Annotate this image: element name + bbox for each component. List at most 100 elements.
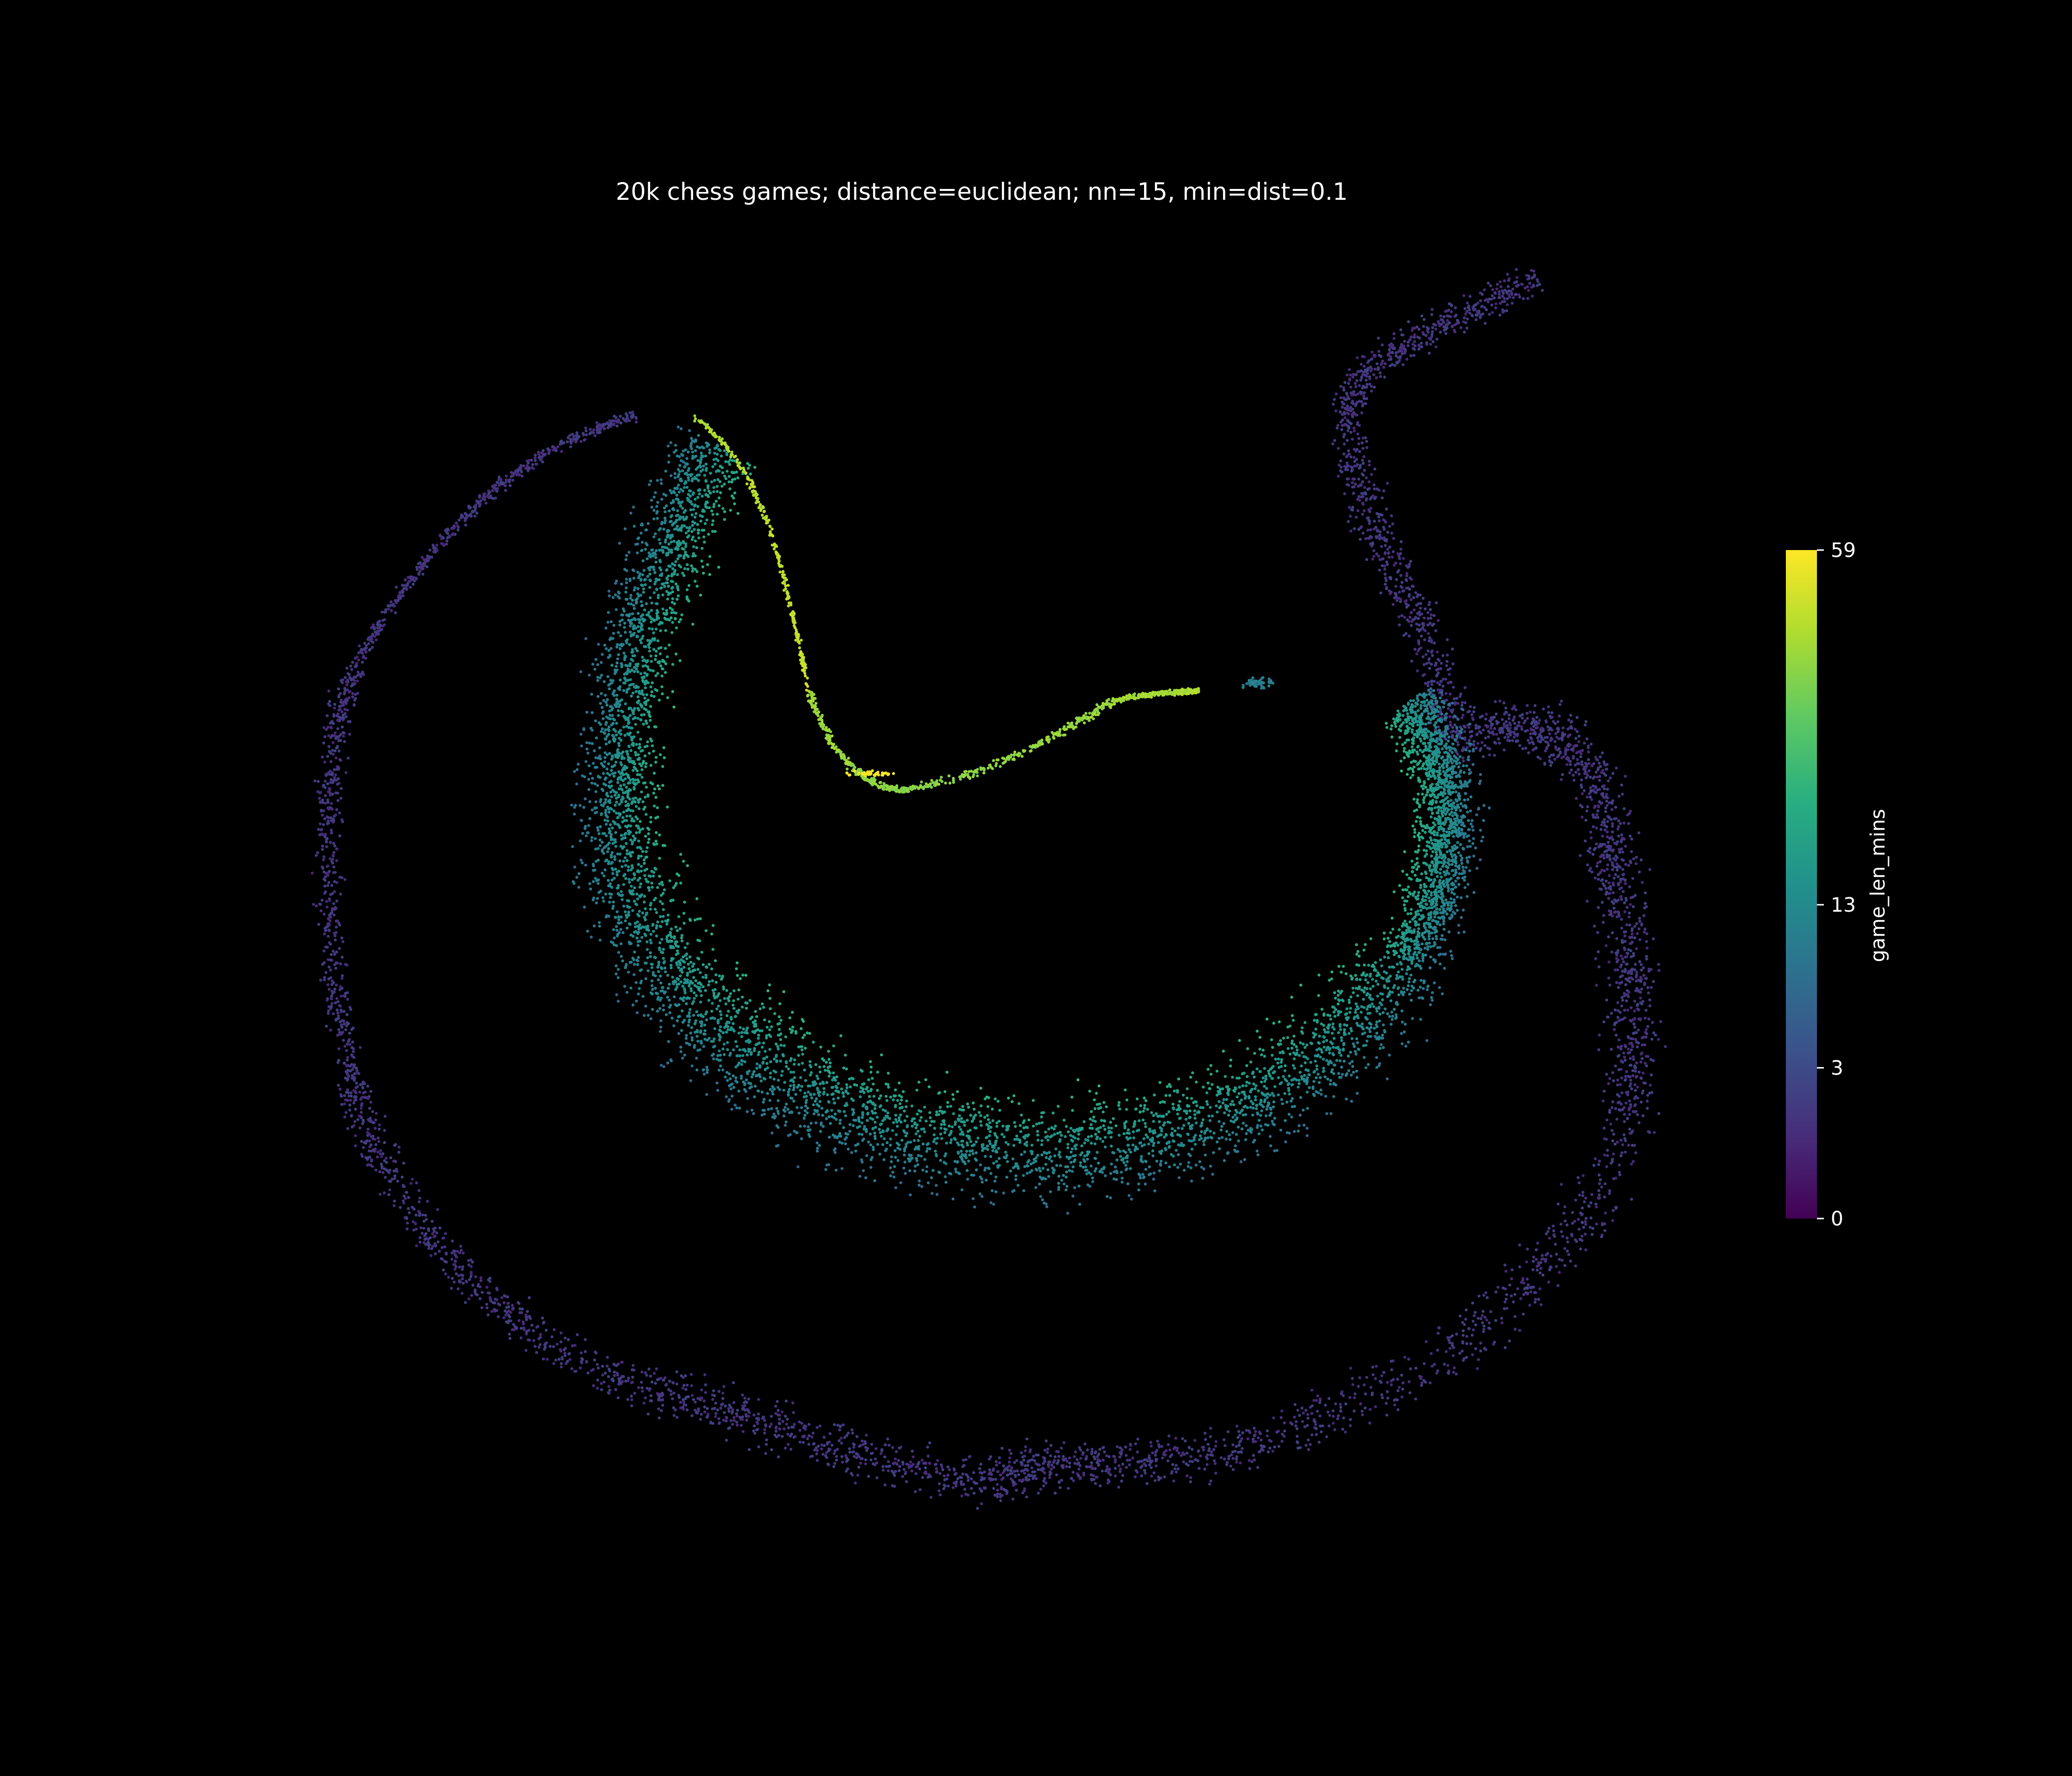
- scatter-point: [1030, 1466, 1034, 1470]
- scatter-point: [1077, 1474, 1080, 1478]
- scatter-point: [1377, 555, 1380, 558]
- scatter-point: [1383, 567, 1387, 571]
- scatter-point: [1475, 733, 1479, 736]
- scatter-point: [533, 456, 537, 460]
- scatter-point: [838, 1439, 841, 1443]
- scatter-point: [1601, 1221, 1604, 1225]
- scatter-point: [387, 1193, 391, 1196]
- scatter-point: [1503, 1307, 1506, 1310]
- scatter-point: [1559, 1183, 1563, 1186]
- scatter-point: [711, 1422, 715, 1425]
- scatter-point: [1378, 530, 1382, 533]
- scatter-point: [1610, 1129, 1614, 1132]
- scatter-point: [1552, 753, 1555, 756]
- scatter-point: [374, 1118, 377, 1122]
- scatter-point: [1352, 1409, 1356, 1413]
- scatter-point: [929, 1475, 932, 1479]
- scatter-point: [1395, 596, 1398, 599]
- scatter-point: [1452, 686, 1455, 689]
- scatter-point: [1136, 1450, 1139, 1454]
- scatter-point: [467, 505, 471, 508]
- scatter-point: [1526, 729, 1529, 732]
- scatter-point: [1398, 556, 1402, 560]
- scatter-point: [1539, 1267, 1543, 1270]
- scatter-point: [801, 1435, 804, 1439]
- scatter-point: [1592, 788, 1595, 791]
- scatter-point: [489, 1298, 492, 1301]
- scatter-point: [1504, 1346, 1507, 1349]
- scatter-point: [1345, 461, 1349, 465]
- scatter-point: [649, 1374, 652, 1378]
- scatter-point: [988, 1468, 992, 1472]
- scatter-point: [321, 798, 324, 802]
- scatter-point: [1430, 313, 1434, 316]
- scatter-point: [1639, 963, 1643, 966]
- scatter-point: [704, 1383, 707, 1386]
- scatter-point: [1445, 664, 1448, 667]
- scatter-point: [1463, 331, 1466, 334]
- scatter-point: [340, 710, 344, 713]
- scatter-point: [917, 1461, 921, 1464]
- scatter-point: [379, 1149, 382, 1152]
- scatter-point: [941, 1468, 945, 1472]
- scatter-point: [885, 1465, 888, 1468]
- scatter-point: [1339, 420, 1343, 424]
- scatter-point: [880, 1448, 884, 1451]
- scatter-point: [567, 1352, 570, 1356]
- scatter-point: [743, 1397, 746, 1400]
- scatter-point: [589, 431, 592, 435]
- scatter-point: [467, 1297, 471, 1300]
- scatter-point: [1413, 335, 1416, 339]
- scatter-point: [1260, 1447, 1263, 1451]
- scatter-point: [1402, 589, 1406, 592]
- scatter-point: [1361, 441, 1364, 444]
- scatter-point: [585, 429, 588, 433]
- scatter-point: [1400, 333, 1404, 336]
- scatter-point: [1605, 793, 1608, 796]
- scatter-point: [1486, 746, 1489, 750]
- scatter-point: [1610, 1047, 1613, 1051]
- scatter-point: [1639, 991, 1642, 994]
- scatter-point: [430, 1247, 433, 1251]
- scatter-point: [1623, 1055, 1626, 1059]
- scatter-point: [1143, 1458, 1146, 1462]
- scatter-point: [1615, 866, 1618, 869]
- scatter-point: [1131, 1456, 1135, 1460]
- scatter-point: [1564, 746, 1567, 750]
- scatter-point: [424, 1214, 427, 1217]
- scatter-point: [777, 1455, 780, 1458]
- scatter-point: [1526, 1283, 1530, 1287]
- scatter-point: [1608, 1109, 1611, 1112]
- scatter-point: [1430, 663, 1433, 666]
- scatter-point: [1597, 762, 1601, 765]
- scatter-point: [1588, 769, 1591, 773]
- scatter-point: [1407, 1358, 1410, 1361]
- scatter-point: [1602, 796, 1606, 800]
- scatter-point: [1547, 711, 1550, 714]
- scatter-point: [1431, 654, 1434, 657]
- scatter-point: [338, 1020, 342, 1024]
- scatter-point: [471, 1260, 474, 1264]
- scatter-point: [508, 1332, 511, 1336]
- scatter-point: [517, 1301, 520, 1304]
- scatter-point: [506, 1302, 510, 1305]
- scatter-point: [585, 433, 588, 437]
- scatter-point: [1479, 749, 1482, 752]
- scatter-point: [398, 1146, 401, 1149]
- scatter-point: [419, 1226, 423, 1229]
- scatter-point: [728, 1426, 732, 1430]
- scatter-point: [380, 1155, 383, 1158]
- scatter-point: [626, 419, 629, 422]
- scatter-point: [327, 1012, 330, 1015]
- scatter-point: [330, 884, 333, 887]
- scatter-point: [620, 1375, 624, 1378]
- scatter-point: [1526, 717, 1529, 720]
- scatter-point: [1646, 1025, 1650, 1028]
- scatter-point: [315, 853, 318, 857]
- scatter-point: [1153, 1479, 1157, 1482]
- scatter-point: [1503, 300, 1506, 303]
- scatter-point: [1186, 1464, 1190, 1467]
- scatter-point: [1235, 1445, 1238, 1448]
- scatter-point: [1451, 1354, 1455, 1357]
- scatter-point: [337, 739, 340, 742]
